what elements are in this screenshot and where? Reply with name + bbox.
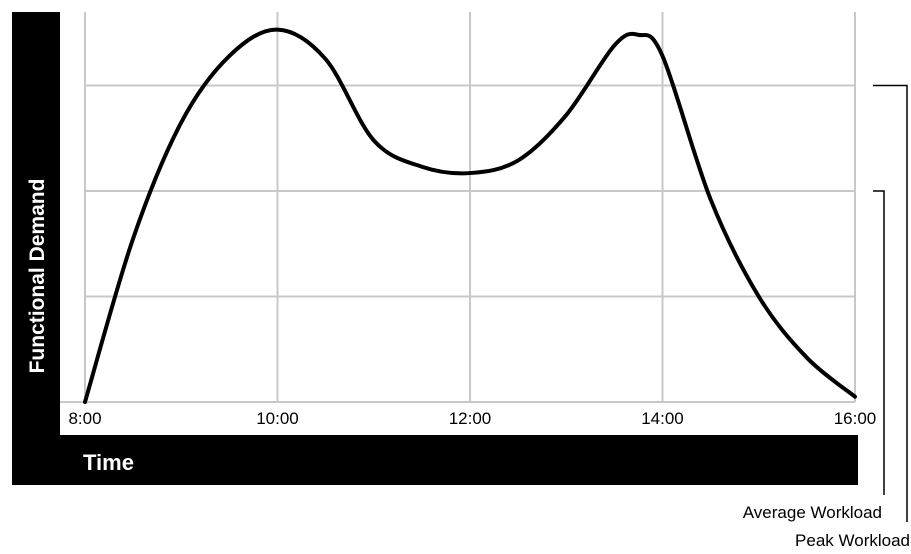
average-workload-label: Average Workload [743, 503, 882, 522]
x-tick-label: 12:00 [449, 409, 492, 428]
y-axis-title: Functional Demand [26, 179, 49, 374]
peak-workload-label: Peak Workload [795, 531, 910, 550]
x-tick-label: 10:00 [256, 409, 299, 428]
x-axis-title: Time [83, 450, 134, 475]
x-tick-label: 14:00 [641, 409, 684, 428]
x-axis-band [12, 435, 858, 485]
series-line-functional-demand [83, 27, 857, 404]
average-workload-bracket [873, 190, 885, 495]
x-tick-label: 8:00 [68, 409, 101, 428]
x-tick-labels: 8:00 10:00 12:00 14:00 16:00 [68, 409, 876, 428]
peak-workload-bracket [873, 84, 908, 522]
x-tick-label: 16:00 [834, 409, 877, 428]
workload-brackets [873, 84, 908, 522]
y-axis-band [12, 12, 60, 485]
grid [60, 12, 856, 403]
